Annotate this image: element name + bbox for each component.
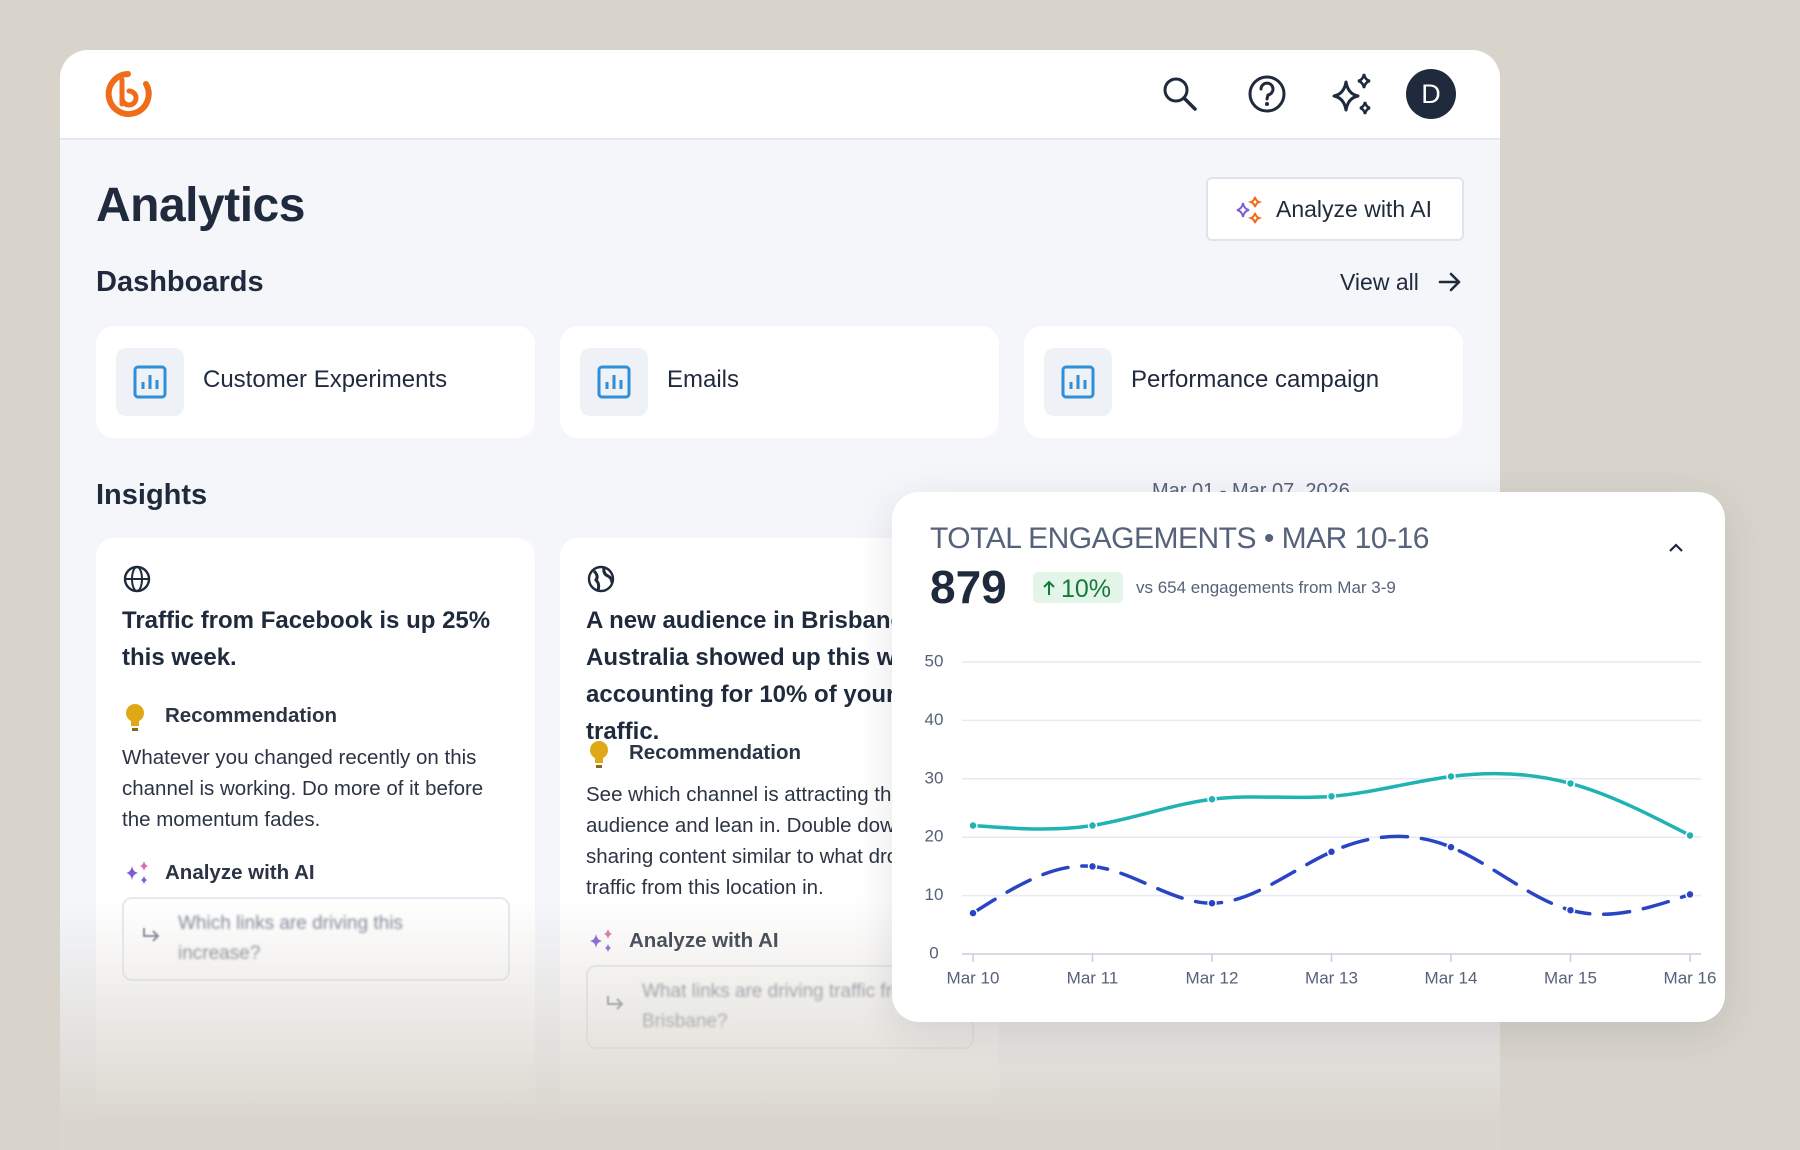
dashboard-icon: [580, 348, 648, 416]
change-badge: 10%: [1033, 572, 1123, 603]
dashboard-card[interactable]: Performance campaign: [1024, 326, 1463, 438]
avatar[interactable]: D: [1406, 69, 1456, 119]
page: D Analytics Analyze with AI Dashboards V…: [60, 50, 1725, 1150]
data-point: [968, 820, 978, 831]
ai-icon: [126, 861, 148, 884]
recommendation-text: Whatever you changed recently on this ch…: [122, 746, 484, 831]
y-tick-label: 0: [929, 943, 938, 962]
analyze-button[interactable]: Analyze with AI: [1206, 177, 1464, 241]
x-tick-label: Mar 12: [1186, 968, 1239, 987]
top-bar: D: [60, 50, 1500, 140]
x-tick-label: Mar 16: [1664, 968, 1717, 987]
bulb-icon: [126, 704, 144, 731]
y-tick-label: 40: [925, 710, 944, 729]
data-point: [1207, 794, 1217, 804]
line-series: [971, 771, 1692, 838]
data-point: [1565, 905, 1576, 915]
recommendation-label: Recommendation: [629, 741, 801, 764]
data-point: [1087, 820, 1098, 831]
x-tick-label: Mar 13: [1305, 968, 1358, 987]
line-chart: 0 10 20 30 40 50 Mar 10 Mar 11 Mar 12 Mar 13 Mar 1…: [925, 651, 1717, 987]
comparison: vs 654 engagements from Mar 3-9: [1136, 578, 1396, 597]
data-point: [1207, 898, 1217, 908]
view-all-link[interactable]: View all: [1340, 269, 1419, 295]
ai-icon: [1236, 196, 1263, 224]
recommendation-label: Recommendation: [165, 704, 337, 727]
dashboard-card[interactable]: Customer Experiments: [96, 326, 535, 438]
data-point: [1326, 847, 1337, 857]
y-tick-label: 20: [925, 827, 944, 846]
globe-icon: [123, 565, 151, 593]
data-point: [1446, 771, 1456, 782]
change-value: 10%: [1061, 575, 1112, 603]
bar-chart-icon: [1061, 365, 1095, 399]
button-label: Analyze with AI: [1276, 196, 1432, 222]
insight-headline: A new audience in Brisbane, Australia sh…: [586, 607, 943, 745]
data-point: [1446, 842, 1456, 852]
x-tick-label: Mar 14: [1425, 968, 1478, 987]
data-point: [1565, 778, 1576, 789]
bulb-icon: [590, 741, 608, 768]
logo[interactable]: [102, 68, 154, 120]
collapse-icon[interactable]: [1666, 538, 1686, 558]
x-tick-label: Mar 15: [1544, 968, 1597, 987]
x-tick-label: Mar 10: [947, 968, 1000, 987]
help-icon[interactable]: [1247, 74, 1287, 114]
dashboard-name: Emails: [667, 366, 740, 393]
x-tick-label: Mar 11: [1067, 968, 1119, 987]
ai-label[interactable]: Analyze with AI: [165, 861, 315, 884]
chart-card: TOTAL ENGAGEMENTS • MAR 10-16 879 10% vs…: [892, 492, 1725, 1022]
page-title: Analytics: [96, 179, 305, 232]
data-point: [968, 908, 978, 918]
globe-icon: [587, 565, 615, 593]
bar-chart-icon: [133, 365, 167, 399]
dashboard-icon: [116, 348, 184, 416]
arrow-icon[interactable]: [1436, 268, 1464, 296]
data-point: [1685, 830, 1695, 841]
up-arrow: [1043, 580, 1055, 595]
insight-headline: Traffic from Facebook is up 25% this wee…: [122, 607, 491, 671]
bar-chart-icon: [597, 365, 631, 399]
y-tick-label: 50: [925, 651, 944, 670]
chart-title: TOTAL ENGAGEMENTS • MAR 10-16: [930, 522, 1429, 555]
data-point: [1685, 889, 1695, 900]
y-tick-label: 30: [925, 768, 944, 787]
dashboard-name: Customer Experiments: [203, 366, 448, 393]
dashboard-card[interactable]: Emails: [560, 326, 999, 438]
section-title: Dashboards: [96, 266, 264, 298]
data-point: [1326, 791, 1337, 802]
dashboard-icon: [1044, 348, 1112, 416]
search-icon[interactable]: [1160, 74, 1200, 114]
recommendation-text: See which channel is attracting this aud…: [586, 783, 934, 899]
total: 879: [930, 561, 1007, 613]
data-point: [1087, 861, 1098, 872]
y-tick-label: 10: [925, 885, 944, 904]
ai-icon[interactable]: [1328, 70, 1376, 118]
dashboard-name: Performance campaign: [1131, 366, 1380, 393]
section-title: Insights: [96, 479, 208, 511]
